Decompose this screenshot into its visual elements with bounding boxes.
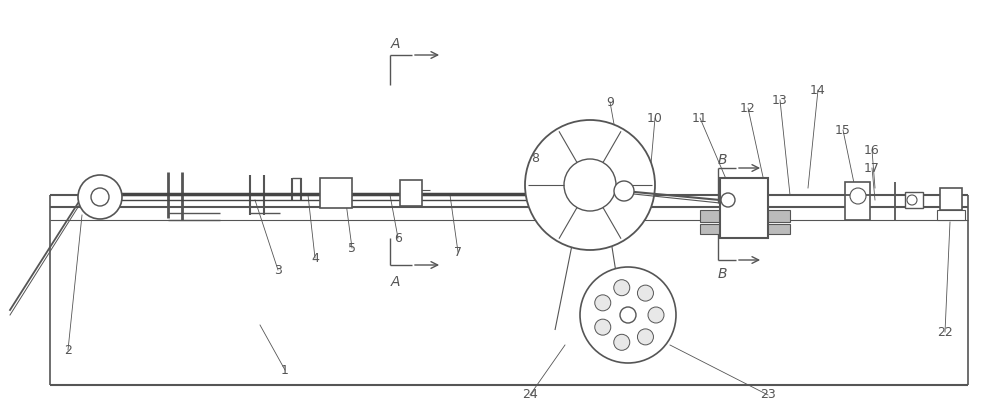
Bar: [937, 210, 965, 220]
Text: 10: 10: [647, 111, 663, 124]
Bar: [700, 210, 790, 222]
Bar: [400, 180, 422, 206]
Text: A: A: [390, 275, 400, 289]
Circle shape: [850, 188, 866, 204]
Text: 16: 16: [864, 144, 880, 157]
Text: B: B: [717, 153, 727, 167]
Bar: [940, 188, 962, 210]
Circle shape: [564, 159, 616, 211]
Bar: [320, 178, 352, 208]
Circle shape: [580, 267, 676, 363]
Text: B: B: [717, 267, 727, 281]
Text: 8: 8: [531, 151, 539, 164]
Circle shape: [620, 307, 636, 323]
Text: 13: 13: [772, 93, 788, 106]
Text: 6: 6: [394, 231, 402, 244]
Text: 9: 9: [606, 95, 614, 109]
Circle shape: [91, 188, 109, 206]
Text: 3: 3: [274, 264, 282, 277]
Circle shape: [614, 181, 634, 201]
Text: 24: 24: [522, 388, 538, 401]
Text: 11: 11: [692, 111, 708, 124]
Circle shape: [78, 175, 122, 219]
Circle shape: [614, 334, 630, 350]
Text: 7: 7: [454, 246, 462, 259]
Bar: [905, 192, 923, 208]
Bar: [700, 224, 790, 234]
Circle shape: [637, 329, 653, 345]
Circle shape: [614, 280, 630, 296]
Circle shape: [907, 195, 917, 205]
Text: 4: 4: [311, 251, 319, 264]
Text: 5: 5: [348, 242, 356, 255]
Text: 2: 2: [64, 344, 72, 357]
Circle shape: [721, 193, 735, 207]
Text: 1: 1: [281, 364, 289, 377]
Circle shape: [637, 285, 653, 301]
Text: 22: 22: [937, 326, 953, 339]
Circle shape: [648, 307, 664, 323]
Circle shape: [595, 295, 611, 311]
Text: 12: 12: [740, 102, 756, 115]
Circle shape: [595, 319, 611, 335]
Text: 23: 23: [760, 388, 776, 401]
Bar: [845, 182, 870, 220]
Circle shape: [525, 120, 655, 250]
Text: 15: 15: [835, 124, 851, 137]
Bar: [720, 178, 768, 238]
Text: A: A: [390, 37, 400, 51]
Text: 14: 14: [810, 84, 826, 97]
Text: 17: 17: [864, 162, 880, 175]
